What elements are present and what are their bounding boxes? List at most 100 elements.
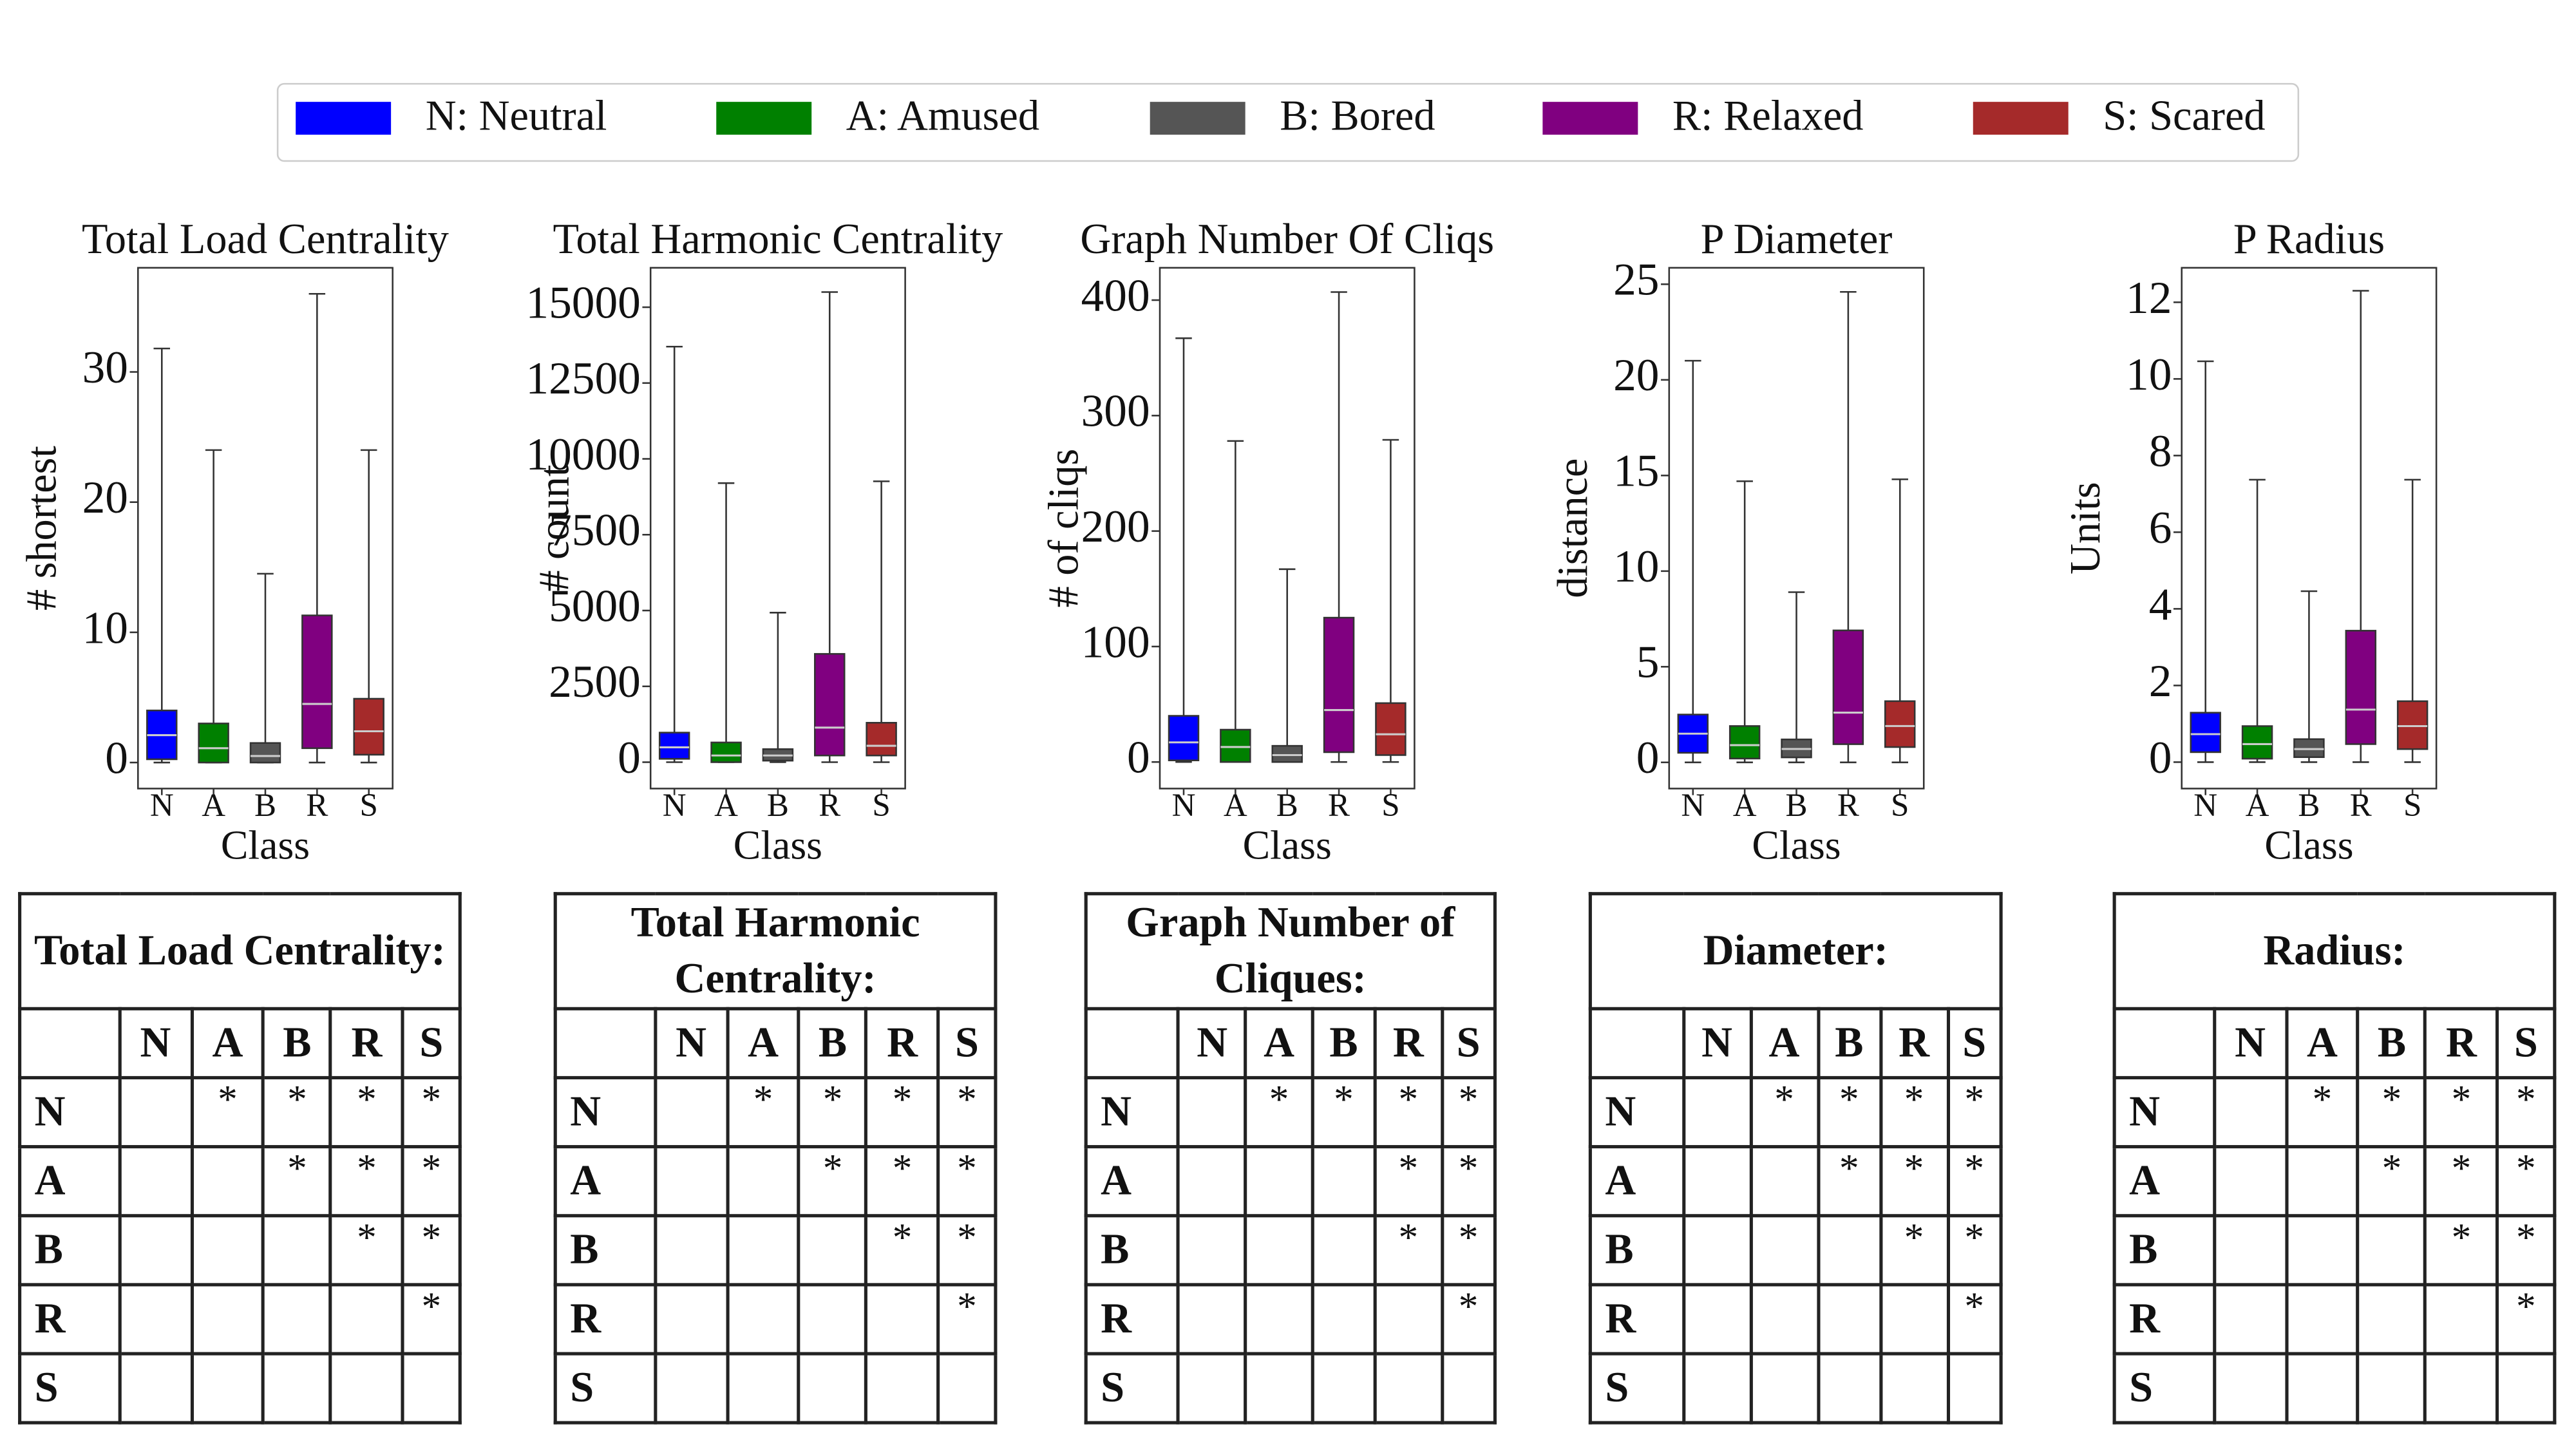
legend-label: N: Neutral bbox=[426, 92, 607, 139]
box bbox=[1220, 728, 1251, 763]
table-cell: * bbox=[936, 1075, 998, 1149]
column-header: R bbox=[2423, 1007, 2499, 1080]
column-header: B bbox=[797, 1007, 868, 1080]
y-axis-label: # of cliqs bbox=[1040, 449, 1087, 608]
table: Graph Number of Cliques: N A B R S N * * * * A * * B * *… bbox=[1084, 892, 1497, 1425]
y-tick-label: 12500 bbox=[526, 353, 641, 404]
column-header: R bbox=[864, 1007, 940, 1080]
table-cell: * bbox=[2423, 1075, 2499, 1149]
y-tick-label: 10 bbox=[82, 602, 128, 653]
x-tick-label: N bbox=[150, 788, 174, 824]
table-title: Graph Number of Cliques: bbox=[1084, 892, 1497, 1010]
table-cell: * bbox=[1879, 1075, 1949, 1149]
table-cell bbox=[1311, 1283, 1377, 1356]
column-header: R bbox=[1373, 1007, 1444, 1080]
table-row: B * * bbox=[18, 1214, 462, 1287]
table-cell bbox=[328, 1283, 404, 1356]
x-tick-label: A bbox=[1224, 788, 1247, 824]
table-row: R * bbox=[1084, 1283, 1497, 1356]
y-axis-label: # count bbox=[531, 464, 578, 592]
table-title: Total Load Centrality: bbox=[18, 892, 462, 1010]
row-header: R bbox=[553, 1283, 657, 1356]
row-header: S bbox=[1588, 1352, 1685, 1425]
box bbox=[2190, 712, 2221, 753]
table-cell bbox=[1244, 1283, 1314, 1356]
table-cell: * bbox=[2496, 1283, 2557, 1356]
legend-swatch bbox=[1542, 102, 1638, 135]
table-title: Total Harmonic Centrality: bbox=[553, 892, 998, 1010]
table-cell bbox=[1681, 1352, 1752, 1425]
table-row: N * * * * bbox=[2112, 1075, 2557, 1149]
x-tick-label: B bbox=[767, 788, 789, 824]
table-row: A * * * bbox=[18, 1145, 462, 1218]
row-header: R bbox=[1588, 1283, 1685, 1356]
table-cell: * bbox=[1373, 1214, 1444, 1287]
column-header: R bbox=[1879, 1007, 1949, 1080]
x-tick-label: A bbox=[202, 788, 225, 824]
table-cell bbox=[1311, 1145, 1377, 1218]
table-cell: * bbox=[936, 1145, 998, 1218]
table-row: S bbox=[1588, 1352, 2003, 1425]
x-tick-label: A bbox=[1733, 788, 1757, 824]
table-cell bbox=[2212, 1283, 2288, 1356]
box bbox=[2345, 630, 2377, 745]
y-tick-label: 20 bbox=[1613, 350, 1659, 401]
table-cell bbox=[2212, 1352, 2288, 1425]
row-header: B bbox=[1588, 1214, 1685, 1287]
box bbox=[249, 742, 281, 764]
column-header: A bbox=[1244, 1007, 1314, 1080]
table-cell: * bbox=[1816, 1075, 1882, 1149]
table-row: B * * bbox=[553, 1214, 998, 1287]
box bbox=[1884, 700, 1916, 748]
table-row: N * * * * bbox=[1084, 1075, 1497, 1149]
y-tick-label: 15 bbox=[1613, 446, 1659, 497]
table-cell bbox=[2423, 1283, 2499, 1356]
table-cell bbox=[1373, 1283, 1444, 1356]
table-cell bbox=[653, 1145, 729, 1218]
y-tick-label: 5 bbox=[1636, 637, 1660, 688]
box bbox=[353, 697, 384, 756]
table-cell: * bbox=[1440, 1283, 1497, 1356]
table-row: A * * * bbox=[1588, 1145, 2003, 1218]
table: Total Harmonic Centrality: N A B R S N * * * * A * * *… bbox=[553, 892, 998, 1425]
table-cell bbox=[1373, 1352, 1444, 1425]
table-cell bbox=[1311, 1352, 1377, 1425]
chart-title: Graph Number Of Cliqs bbox=[1080, 216, 1494, 263]
row-header: A bbox=[2112, 1145, 2216, 1218]
table-row: A * * * bbox=[2112, 1145, 2557, 1218]
table-cell bbox=[2284, 1352, 2360, 1425]
table-cell bbox=[401, 1352, 462, 1425]
row-header: N bbox=[1084, 1075, 1180, 1149]
row-header: S bbox=[18, 1352, 122, 1425]
column-header: A bbox=[725, 1007, 801, 1080]
legend-label: B: Bored bbox=[1280, 92, 1435, 139]
table-cell: * bbox=[328, 1214, 404, 1287]
table-cell bbox=[2212, 1214, 2288, 1287]
stat-table: Total Load Centrality: N A B R S N * * * * A * * * B * * R… bbox=[18, 892, 462, 1425]
table-cell bbox=[725, 1283, 801, 1356]
x-tick-label: S bbox=[2403, 788, 2421, 824]
column-header: N bbox=[653, 1007, 729, 1080]
table-cell bbox=[1816, 1352, 1882, 1425]
y-tick-label: 0 bbox=[618, 732, 641, 783]
box bbox=[1375, 702, 1406, 756]
box bbox=[1168, 715, 1200, 762]
y-tick-label: 12 bbox=[2126, 272, 2172, 323]
table-cell: * bbox=[401, 1075, 462, 1149]
table-cell bbox=[936, 1352, 998, 1425]
table-cell bbox=[261, 1352, 333, 1425]
column-header: B bbox=[2356, 1007, 2427, 1080]
table-row: S bbox=[1084, 1352, 1497, 1425]
table-cell bbox=[2356, 1283, 2427, 1356]
y-tick-label: 7500 bbox=[549, 505, 641, 556]
box bbox=[658, 732, 690, 760]
x-axis-label: Class bbox=[2264, 822, 2353, 868]
box bbox=[2241, 725, 2273, 760]
row-header: B bbox=[1084, 1214, 1180, 1287]
table-cell: * bbox=[864, 1075, 940, 1149]
legend-label: R: Relaxed bbox=[1672, 92, 1864, 139]
table-cell: * bbox=[1946, 1075, 2003, 1149]
row-header: R bbox=[1084, 1283, 1180, 1356]
table-cell bbox=[1681, 1214, 1752, 1287]
